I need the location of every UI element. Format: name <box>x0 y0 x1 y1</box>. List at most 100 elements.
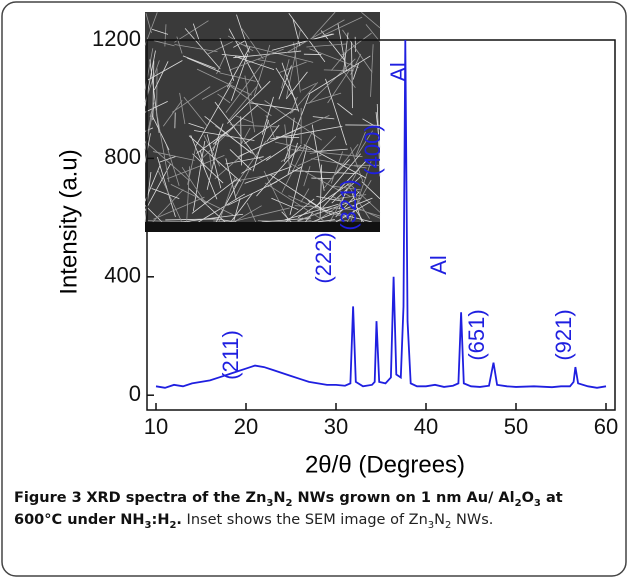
caption-text: at 600°C under NH <box>14 490 563 528</box>
nanowire <box>151 28 169 35</box>
x-axis-label: 2θ/θ (Degrees) <box>305 451 465 478</box>
nanowire <box>261 96 274 135</box>
nanowire <box>309 150 327 154</box>
nanowire <box>153 61 169 91</box>
nanowire <box>362 118 381 130</box>
nanowire <box>297 154 322 167</box>
nanowire <box>214 101 259 160</box>
nanowire <box>153 40 175 47</box>
nanowire <box>289 96 298 114</box>
nanowire <box>322 160 367 208</box>
nanowire <box>157 156 176 218</box>
nanowire <box>207 41 233 55</box>
nanowire <box>166 145 180 186</box>
nanowire <box>212 104 259 145</box>
nanowire <box>301 217 315 223</box>
nanowire <box>235 168 251 196</box>
nanowire <box>191 178 238 214</box>
nanowire <box>153 196 205 220</box>
nanowire <box>257 220 297 223</box>
nanowire <box>338 188 348 210</box>
nanowire <box>228 28 262 89</box>
x-tick-label: 60 <box>594 414 618 439</box>
peak-label: (651) <box>464 309 489 360</box>
caption-text: 2 <box>445 519 452 531</box>
nanowire <box>296 212 319 223</box>
nanowire <box>325 211 351 219</box>
nanowire <box>297 183 349 219</box>
nanowire <box>300 188 310 203</box>
nanowire <box>196 127 234 154</box>
nanowire <box>230 192 253 223</box>
y-tick-label: 800 <box>104 144 141 169</box>
nanowire <box>346 180 372 223</box>
caption-text: 3 <box>266 497 274 509</box>
nanowire <box>361 11 381 29</box>
nanowire <box>334 194 367 200</box>
caption-text: 2 <box>285 497 293 509</box>
nanowire <box>365 24 381 42</box>
nanowire <box>283 93 310 162</box>
plot-frame <box>146 39 616 411</box>
caption-text: :H <box>151 512 170 528</box>
nanowire <box>290 163 351 197</box>
nanowire <box>244 166 292 184</box>
nanowire <box>144 171 152 223</box>
nanowire <box>281 211 292 223</box>
caption-text: 2 <box>514 497 522 509</box>
nanowire <box>174 20 209 43</box>
nanowire <box>330 151 344 184</box>
nanowire <box>261 217 312 223</box>
nanowire <box>323 144 359 189</box>
nanowire <box>355 131 366 157</box>
nanowire <box>331 185 361 191</box>
caption: Figure 3 XRD spectra of the Zn3N2 NWs gr… <box>14 487 614 531</box>
nanowire <box>308 58 356 104</box>
nanowire <box>294 205 364 211</box>
nanowire <box>291 82 319 114</box>
nanowire <box>275 141 311 151</box>
nanowire <box>218 177 236 223</box>
nanowire <box>190 135 218 200</box>
x-tick-label: 20 <box>234 414 258 439</box>
nanowire <box>308 55 371 95</box>
y-tick-label: 0 <box>129 381 141 406</box>
nanowire <box>266 124 280 142</box>
nanowire <box>288 12 326 63</box>
nanowire <box>281 59 290 89</box>
nanowire <box>263 170 290 223</box>
nanowire <box>320 30 346 62</box>
nanowire <box>152 189 184 223</box>
x-tick-label: 10 <box>144 414 168 439</box>
nanowire <box>225 158 237 200</box>
nanowire <box>155 109 170 183</box>
nanowire <box>348 182 381 213</box>
nanowire <box>246 202 257 223</box>
nanowire <box>306 43 347 48</box>
nanowire <box>233 198 241 223</box>
nanowire <box>202 124 237 158</box>
caption-text: O <box>521 490 534 506</box>
nanowire <box>275 67 296 100</box>
peak-label: (921) <box>551 309 576 360</box>
nanowire <box>174 44 218 53</box>
y-axis-label: Intensity (a.u) <box>55 149 82 294</box>
peak-label: (321) <box>336 179 361 230</box>
nanowire <box>367 212 381 217</box>
nanowire <box>221 53 246 58</box>
nanowire <box>319 164 323 219</box>
nanowire <box>266 143 291 161</box>
nanowire <box>293 42 301 93</box>
caption-label: Figure 3 <box>14 490 82 506</box>
nanowire <box>230 207 290 223</box>
nanowire <box>188 122 205 129</box>
nanowire <box>335 201 371 223</box>
nanowire <box>219 38 235 81</box>
nanowire <box>204 115 252 154</box>
nanowire <box>228 48 284 71</box>
nanowire <box>281 131 314 193</box>
spectrum-line <box>155 39 607 389</box>
nanowire <box>303 165 311 187</box>
nanowire <box>285 19 345 54</box>
